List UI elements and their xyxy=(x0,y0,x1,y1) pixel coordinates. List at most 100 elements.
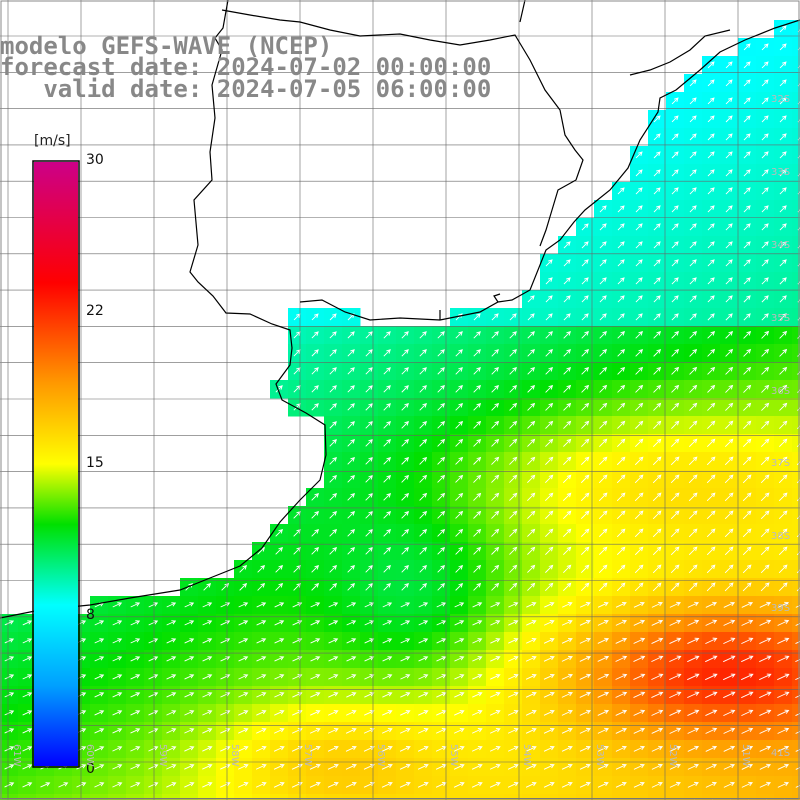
wind-arrow xyxy=(383,474,392,483)
wind-arrow xyxy=(563,420,572,429)
wind-arrow xyxy=(346,602,357,608)
wind-arrow xyxy=(689,259,697,267)
wind-cell xyxy=(792,758,800,777)
wind-arrow xyxy=(761,151,769,159)
wind-arrow xyxy=(761,259,769,267)
wind-arrow xyxy=(293,511,301,519)
wind-arrow xyxy=(400,674,411,680)
wind-arrow xyxy=(742,546,752,556)
wind-arrow xyxy=(617,241,625,249)
wind-arrow xyxy=(579,727,591,734)
wind-arrow xyxy=(4,764,15,770)
wind-arrow xyxy=(347,493,355,501)
wind-arrow xyxy=(437,420,446,429)
wind-arrow xyxy=(419,420,428,429)
wind-arrow xyxy=(779,420,788,429)
wind-arrow xyxy=(635,313,643,321)
wind-arrow xyxy=(112,620,123,626)
wind-arrow xyxy=(778,456,788,466)
wind-arrow xyxy=(365,331,373,339)
wind-arrow xyxy=(670,546,680,556)
wind-arrow xyxy=(383,583,391,591)
wind-arrow xyxy=(652,456,662,466)
wind-arrow xyxy=(383,439,391,447)
wind-arrow xyxy=(399,763,411,770)
wind-arrow xyxy=(130,746,141,752)
wind-arrow xyxy=(778,510,788,520)
wind-arrow xyxy=(237,782,249,788)
wind-arrow xyxy=(689,97,697,105)
wind-arrow xyxy=(347,475,355,483)
wind-arrow xyxy=(527,510,536,519)
wind-arrow xyxy=(707,79,715,87)
wind-arrow xyxy=(759,601,772,608)
wind-arrow xyxy=(401,528,410,537)
wind-cell xyxy=(792,560,800,579)
lon-label: 55W xyxy=(448,744,459,767)
wind-arrow xyxy=(635,187,643,195)
wind-arrow xyxy=(581,438,590,447)
wind-arrow xyxy=(563,259,571,267)
wind-arrow xyxy=(490,620,501,626)
wind-arrow xyxy=(257,582,266,591)
wind-arrow xyxy=(563,331,571,339)
wind-arrow xyxy=(401,565,409,573)
wind-arrow xyxy=(616,474,626,484)
wind-arrow xyxy=(454,674,465,680)
wind-arrow xyxy=(581,420,590,429)
wind-arrow xyxy=(580,546,590,556)
wind-arrow xyxy=(327,781,339,788)
wind-arrow xyxy=(527,384,536,393)
wind-cell xyxy=(792,56,800,75)
wind-arrow xyxy=(545,564,554,573)
wind-arrow xyxy=(759,691,772,699)
wind-arrow xyxy=(166,746,177,752)
wind-arrow xyxy=(689,295,697,303)
wind-arrow xyxy=(725,420,734,429)
wind-arrow xyxy=(689,277,697,285)
wind-arrow xyxy=(203,582,212,591)
wind-arrow xyxy=(527,546,536,555)
wind-arrow xyxy=(761,115,769,123)
wind-arrow xyxy=(598,492,608,502)
wind-cell xyxy=(594,794,613,800)
wind-arrow xyxy=(579,637,591,644)
wind-arrow xyxy=(490,692,501,698)
wind-arrow xyxy=(383,385,391,393)
wind-arrow xyxy=(652,528,662,538)
wind-arrow xyxy=(688,492,698,502)
wind-cell xyxy=(180,794,199,800)
wind-arrow xyxy=(184,602,195,608)
wind-arrow xyxy=(597,727,609,734)
wind-arrow xyxy=(761,295,769,303)
wind-arrow xyxy=(707,384,716,393)
wind-arrow xyxy=(616,546,626,556)
wind-arrow xyxy=(759,763,772,770)
wind-cell xyxy=(684,794,703,800)
wind-arrow xyxy=(795,676,800,681)
wind-arrow xyxy=(687,763,699,770)
wind-arrow xyxy=(527,295,535,303)
wind-arrow xyxy=(761,97,769,105)
wind-arrow xyxy=(651,763,663,770)
wind-arrow xyxy=(509,349,517,357)
wind-arrow xyxy=(381,781,393,788)
wind-arrow xyxy=(687,655,700,663)
wind-arrow xyxy=(166,674,177,680)
wind-arrow xyxy=(453,728,465,734)
colorbar-tick-8: 8 xyxy=(86,607,95,623)
wind-arrow xyxy=(723,727,736,734)
wind-arrow xyxy=(491,546,500,555)
wind-arrow xyxy=(597,602,609,608)
wind-arrow xyxy=(364,710,375,716)
wind-arrow xyxy=(256,674,267,680)
wind-arrow xyxy=(652,492,662,502)
wind-arrow xyxy=(598,510,608,520)
wind-arrow xyxy=(761,366,770,375)
wind-arrow xyxy=(617,223,625,231)
wind-arrow xyxy=(508,656,519,662)
wind-arrow xyxy=(779,402,788,411)
wind-arrow xyxy=(761,402,770,411)
wind-cell xyxy=(792,632,800,651)
